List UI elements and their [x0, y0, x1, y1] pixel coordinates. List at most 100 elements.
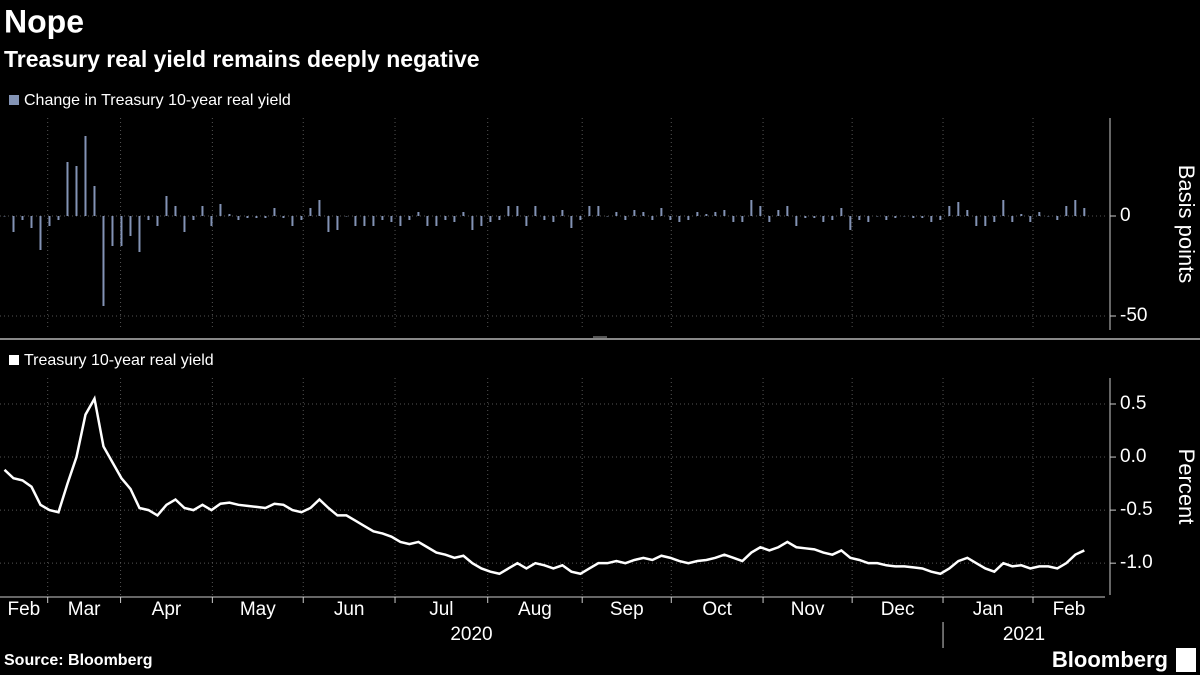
bar [1011, 216, 1014, 222]
bar [120, 216, 123, 246]
x-tick-label: Oct [702, 599, 732, 620]
bar [399, 216, 402, 226]
bar [669, 216, 672, 220]
bar [912, 216, 915, 218]
bar [984, 216, 987, 226]
bar [48, 216, 51, 226]
bar [327, 216, 330, 232]
bar [291, 216, 294, 226]
bar [705, 214, 708, 216]
x-tick-label: Jan [973, 599, 1004, 620]
source: Source: Bloomberg [4, 652, 152, 669]
bar [192, 216, 195, 220]
bar [30, 216, 33, 228]
bar [840, 208, 843, 216]
bar [606, 216, 609, 217]
bar [948, 206, 951, 216]
bar [264, 216, 267, 218]
subtitle: Treasury real yield remains deeply negat… [4, 46, 480, 72]
bar [714, 212, 717, 216]
bar [363, 216, 366, 226]
bar [876, 216, 879, 217]
bar [237, 216, 240, 220]
bar [75, 166, 78, 216]
bar [165, 196, 168, 216]
bar [453, 216, 456, 222]
bar [246, 216, 249, 218]
bar [444, 216, 447, 220]
bar [282, 216, 285, 218]
bar [615, 212, 618, 216]
bar [552, 216, 555, 222]
bar [156, 216, 159, 226]
bar [822, 216, 825, 222]
bar [39, 216, 42, 250]
bar [1065, 206, 1068, 216]
line [3, 395, 1085, 576]
bar [759, 206, 762, 216]
bar [939, 216, 942, 220]
bar [525, 216, 528, 226]
bar [651, 216, 654, 220]
x-tick-label: Apr [152, 599, 182, 620]
brand-icon [1176, 648, 1196, 672]
y-tick-label: 0.0 [1120, 446, 1146, 467]
bar [660, 208, 663, 216]
bar [498, 216, 501, 220]
bar [750, 200, 753, 216]
x-tick-label: Dec [881, 599, 915, 620]
x-tick-label: Mar [68, 599, 101, 620]
bar [111, 216, 114, 246]
bar [138, 216, 141, 252]
x-tick-label: Jul [429, 599, 453, 620]
bar [228, 214, 231, 216]
bar [102, 216, 105, 306]
x-tick-label: May [240, 599, 276, 620]
bar [732, 216, 735, 222]
bar [255, 216, 258, 218]
bar [921, 216, 924, 218]
x-tick-label: Aug [518, 599, 552, 620]
bar [633, 210, 636, 216]
bar [471, 216, 474, 230]
x-tick-label: Feb [7, 599, 40, 620]
bar [336, 216, 339, 230]
bar [588, 206, 591, 216]
y-tick-label: 0.5 [1120, 393, 1146, 414]
x-tick-label: Sep [610, 599, 644, 620]
bar [147, 216, 150, 220]
brand: Bloomberg [1052, 647, 1168, 672]
x-tick-label: Feb [1053, 599, 1086, 620]
bar [480, 216, 483, 226]
bar [219, 204, 222, 216]
bar [831, 216, 834, 220]
bar [507, 206, 510, 216]
bar [570, 216, 573, 228]
bar [390, 216, 393, 222]
y-axis-title: Basis points [1174, 165, 1199, 284]
bar [300, 216, 303, 220]
bar [795, 216, 798, 226]
bar [84, 136, 87, 216]
legend-label: Treasury 10-year real yield [24, 352, 214, 369]
bar [1038, 212, 1041, 216]
bar [201, 206, 204, 216]
bar [957, 202, 960, 216]
bar [975, 216, 978, 226]
bar [354, 216, 357, 226]
x-tick-label: Nov [791, 599, 825, 620]
bar [1056, 216, 1059, 220]
legend-label: Change in Treasury 10-year real yield [24, 92, 291, 109]
bar [1020, 214, 1023, 216]
bar [642, 212, 645, 216]
bar [3, 216, 6, 217]
bar [741, 216, 744, 222]
bar [930, 216, 933, 222]
bar [489, 216, 492, 222]
bar [372, 216, 375, 226]
bar [543, 216, 546, 220]
bar [57, 216, 60, 220]
bar [966, 210, 969, 216]
legend-swatch [9, 355, 19, 365]
bar [813, 216, 816, 218]
